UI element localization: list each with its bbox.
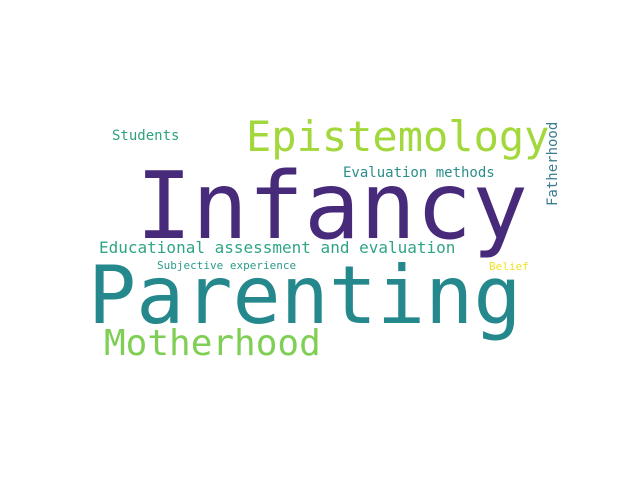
word-infancy: Infancy: [136, 152, 528, 260]
word-students: Students: [112, 128, 180, 144]
word-belief: Belief: [489, 260, 529, 273]
word-fatherhood: Fatherhood: [545, 121, 561, 206]
word-motherhood: Motherhood: [104, 323, 321, 364]
word-educational-assessment: Educational assessment and evaluation: [99, 238, 456, 257]
word-subjective-experience: Subjective experience: [157, 259, 297, 272]
word-evaluation-methods: Evaluation methods: [343, 165, 495, 181]
word-epistemology: Epistemology: [246, 112, 550, 161]
word-parenting: Parenting: [88, 249, 522, 342]
